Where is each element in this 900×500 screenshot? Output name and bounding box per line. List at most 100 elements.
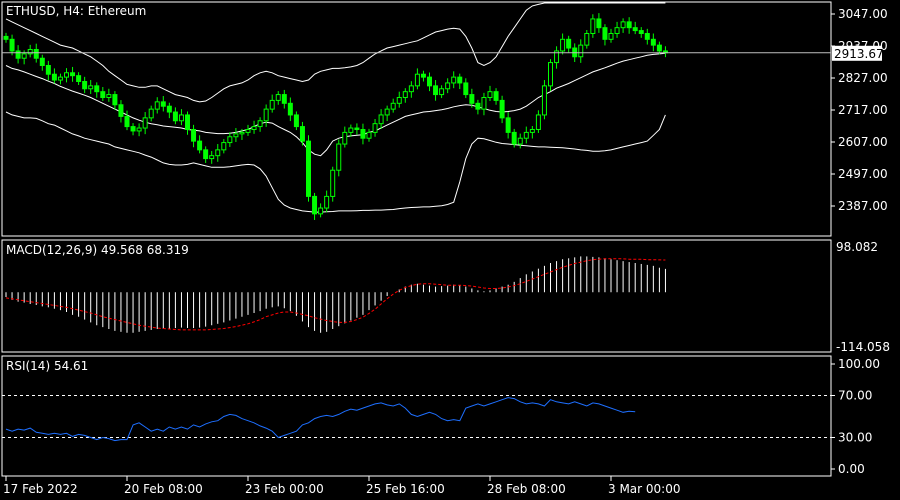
candle: [390, 98, 396, 113]
candle: [312, 192, 318, 220]
candle-body-bear: [511, 131, 517, 145]
candle-body-bull: [21, 53, 27, 59]
candle-body-bull: [227, 136, 233, 144]
macd-axis-min-label: -114.058: [836, 340, 890, 354]
candle: [481, 92, 487, 116]
candle-body-bear: [299, 126, 305, 142]
candle-body-bull: [251, 126, 257, 130]
time-tick-label: 25 Feb 16:00: [366, 482, 445, 496]
candle: [45, 60, 51, 81]
candle-body-bear: [118, 104, 124, 117]
candle-body-bull: [142, 117, 148, 129]
candle-body-bear: [469, 94, 475, 104]
candle-body-bull: [517, 137, 523, 145]
candle-body-bull: [378, 114, 384, 125]
candle-body-bear: [166, 105, 172, 113]
candle: [251, 120, 257, 134]
candle-body-bull: [366, 131, 372, 139]
candle: [166, 102, 172, 119]
candle-body-bull: [396, 96, 402, 104]
candle-body-bull: [620, 21, 626, 29]
candle: [51, 68, 57, 84]
candle: [475, 99, 481, 115]
candle: [106, 88, 112, 102]
candle-body-bull: [414, 73, 420, 87]
symbol-title: ETHUSD, H4: Ethereum: [6, 4, 146, 18]
candle: [590, 14, 596, 38]
candle-body-bear: [100, 91, 106, 98]
candle-body-bull: [269, 99, 275, 110]
candle-body-bear: [160, 101, 166, 107]
candle: [505, 112, 511, 139]
bollinger-bands: [5, 2, 666, 213]
candle-body-bear: [203, 149, 209, 160]
candle-body-bear: [596, 18, 602, 29]
candle-body-bull: [614, 27, 620, 34]
candle: [469, 88, 475, 108]
candle: [94, 82, 100, 98]
price-tick-label: 2607.00: [838, 135, 888, 149]
candle-body-bear: [281, 94, 287, 104]
candle-body-bear: [70, 72, 76, 77]
candle-body-bear: [602, 27, 608, 40]
candle-body-bull: [439, 88, 445, 96]
candle-body-bear: [463, 82, 469, 96]
candle-body-bull: [578, 44, 584, 58]
candle-body-bear: [493, 91, 499, 101]
candle: [596, 13, 602, 33]
rsi-tick-label: 100.00: [838, 357, 880, 371]
candle: [148, 105, 154, 122]
candle: [384, 105, 390, 122]
candle-body-bear: [360, 128, 366, 139]
time-tick-label: 3 Mar 00:00: [608, 482, 681, 496]
candle-body-bull: [384, 108, 390, 116]
candle: [130, 123, 136, 136]
candle-body-bull: [402, 91, 408, 98]
candle-body-bear: [15, 50, 21, 59]
rsi-tick-label: 70.00: [838, 389, 872, 403]
current-price-tag-text: 2913.67: [834, 47, 884, 61]
candle-body-bull: [148, 108, 154, 119]
candle: [263, 104, 269, 127]
candle: [185, 111, 190, 135]
candle: [160, 96, 166, 112]
candle: [57, 73, 63, 85]
rsi-title: RSI(14) 54.61: [6, 359, 88, 373]
candle: [3, 32, 9, 43]
candle-body-bear: [475, 102, 481, 110]
candle-body-bear: [124, 115, 130, 128]
candle: [324, 190, 330, 213]
candle-body-bull: [529, 128, 535, 133]
candle: [499, 95, 505, 124]
candle-body-bear: [94, 85, 100, 93]
candle: [523, 126, 529, 144]
candle: [457, 73, 463, 90]
candle: [445, 78, 451, 94]
candle-body-bear: [197, 140, 203, 151]
candle-body-bull: [487, 91, 493, 98]
candle-body-bull: [608, 32, 614, 40]
candle-body-bull: [57, 76, 63, 81]
candle: [124, 110, 130, 131]
price-tick-label: 2827.00: [838, 71, 888, 85]
candle: [541, 80, 547, 120]
candle-body-bull: [64, 72, 69, 78]
candle: [402, 88, 408, 103]
candle: [330, 166, 336, 202]
candle: [439, 85, 445, 99]
candle-body-bear: [644, 32, 650, 40]
candle-body-bear: [82, 80, 88, 90]
candle: [378, 109, 384, 129]
candle-body-bear: [505, 117, 511, 133]
candle-body-bear: [638, 30, 644, 34]
candle: [511, 128, 517, 148]
candle: [420, 70, 426, 82]
candle-body-bull: [451, 76, 457, 84]
candle: [197, 135, 203, 154]
rsi-axis: 100.00 70.00 30.00 0.00: [831, 357, 880, 476]
candle-body-bull: [88, 85, 94, 90]
candle-body-bear: [433, 85, 439, 96]
macd-title: MACD(12,26,9) 49.568 68.319: [6, 243, 189, 257]
candle: [493, 88, 499, 105]
candle: [433, 80, 439, 101]
